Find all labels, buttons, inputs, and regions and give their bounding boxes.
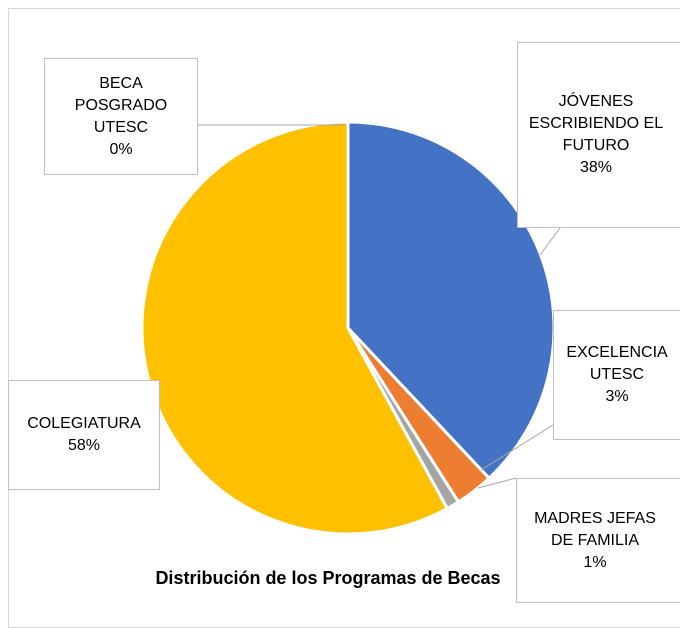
pie-slice — [140, 120, 450, 536]
value-label: 3% — [605, 388, 629, 405]
data-label: COLEGIATURA 58% — [8, 380, 160, 490]
chart-title: Distribución de los Programas de Becas — [155, 568, 501, 588]
page: Distribución de los Programas de Becas (… — [8, 8, 680, 628]
chart — [140, 120, 561, 536]
category-label: MADRES JEFAS DE FAMILIA — [534, 509, 656, 549]
category-label: JÓVENES ESCRIBIENDO EL FUTURO — [528, 93, 664, 154]
leader-lines — [198, 124, 561, 489]
pie-slice — [346, 120, 556, 481]
value-label: 38% — [579, 159, 613, 176]
value-label: 58% — [67, 437, 101, 454]
data-label: BECA POSGRADO UTESC 0% — [44, 58, 198, 175]
data-label: JÓVENES ESCRIBIENDO EL FUTURO 38% — [517, 42, 680, 228]
data-label: EXCELENCIA UTESC 3% — [553, 310, 680, 440]
leader-line — [539, 227, 561, 256]
category-label: COLEGIATURA — [27, 415, 141, 432]
value-label: 0% — [109, 140, 133, 158]
category-label: EXCELENCIA UTESC — [566, 344, 668, 383]
value-label: 1% — [583, 553, 607, 571]
leader-line — [477, 477, 517, 489]
category-label: BECA POSGRADO UTESC — [74, 74, 168, 136]
pie — [140, 120, 556, 536]
data-label: MADRES JEFAS DE FAMILIA 1% — [516, 478, 680, 603]
leader-line — [480, 424, 554, 471]
